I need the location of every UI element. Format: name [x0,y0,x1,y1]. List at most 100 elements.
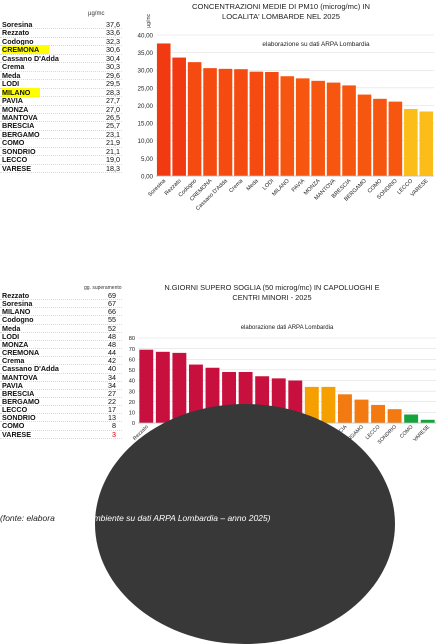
table-row: MILANO 28,3 [0,87,122,97]
x-tick-label: Meda [246,178,261,193]
row-separator [0,331,122,333]
y-tick-label: 20,00 [138,103,154,110]
row-separator [0,112,122,114]
place-name: Codogno [2,315,34,325]
place-name: MONZA [2,104,29,114]
chart-title-line-1: CONCENTRAZIONI MEDIE DI PM10 (microg/mc)… [192,2,370,11]
y-tick-label: 40 [129,379,135,385]
pm10-average-chart: CONCENTRAZIONI MEDIE DI PM10 (microg/mc)… [138,2,434,212]
bar [419,111,434,176]
bar [188,364,203,423]
y-tick-label: 35,00 [138,50,154,57]
row-separator [0,437,122,439]
bar [420,419,435,423]
table-row: Codogno 32,3 [0,37,122,46]
table-row: Soresina 37,6 [0,20,122,29]
place-name: PAVIA [2,96,23,106]
bar [342,85,356,176]
y-axis-unit: µg/mc [146,14,152,28]
bar [357,94,372,176]
bar [203,68,217,176]
row-separator [0,356,122,358]
table-row: MANTOVA 26,5 [0,113,122,122]
bar [371,404,386,423]
row-separator [0,155,122,157]
place-value: 44 [108,348,116,358]
bar [218,68,233,176]
x-tick-label: MILANO [271,178,291,198]
y-tick-label: 30,00 [138,68,154,75]
bar [155,351,170,423]
x-tick-label: LODI [262,178,276,192]
place-value: 34 [108,372,116,382]
table-row: Meda 29,6 [0,71,122,80]
exceedance-days-table: gg. superamento Rezzato 69 Soresina 67 MILAN… [0,282,122,482]
y-tick-label: 10 [129,411,135,417]
table-row: PAVIA 27,7 [0,96,122,105]
place-name: COMO [2,138,25,148]
place-value: 8 [112,421,116,431]
place-name: LECCO [2,405,28,415]
place-value: 33,6 [106,28,120,38]
place-name: BERGAMO [2,396,40,406]
bar [172,57,186,177]
bar [354,399,369,423]
table-row: LODI 48 [0,332,122,341]
bar [311,80,325,176]
caption-part-2: zioni Legambiente su dati ARPA Lombardia… [54,513,271,523]
y-tick-label: 0,00 [141,173,154,180]
bar [304,386,319,423]
place-value: 26,5 [106,112,120,122]
row-separator [0,79,122,81]
row-separator [0,372,122,374]
row-separator [0,146,122,148]
table-unit-header: gg. superamento [84,285,122,291]
table-row: Rezzato 33,6 [0,28,122,37]
source-caption: (fonte: elaborazioni Legambiente su dati… [0,513,442,523]
table-row: COMO 8 [0,421,122,430]
place-name: Soresina [2,299,33,309]
row-separator [0,388,122,390]
place-value: 19,0 [106,155,120,165]
row-separator [0,121,122,123]
chart-title-line-2: LOCALITA' LOMBARDE NEL 2025 [222,12,340,21]
place-value: 21,1 [106,146,120,156]
y-tick-label: 30 [129,389,135,395]
place-value: 18,3 [106,163,120,173]
place-value: 30,3 [106,62,120,72]
y-tick-label: 50 [129,368,135,374]
table-row: SONDRIO 13 [0,413,122,422]
place-name: Meda [2,323,21,333]
bar [172,352,187,423]
row-separator [0,396,122,398]
y-tick-label: 10,00 [138,138,154,145]
bar [373,98,387,176]
table-row: Crema 42 [0,356,122,365]
bar [156,43,171,177]
place-value: 30,4 [106,53,120,63]
place-name: Rezzato [2,28,30,38]
chart-title-line-1: N.GIORNI SUPERO SOGLIA (50 microg/mc) IN… [164,283,379,292]
place-value: 21,9 [106,138,120,148]
place-name: BRESCIA [2,388,35,398]
y-tick-label: 70 [129,347,135,353]
table-row: Meda 52 [0,324,122,333]
table-row: MILANO 66 [0,307,122,316]
x-tick-label: VARESE [412,424,431,443]
table-row: LECCO 17 [0,405,122,414]
y-tick-label: 60 [129,357,135,363]
table-row: Rezzato 69 [0,291,122,300]
place-name: Cassano D'Adda [2,53,59,63]
row-separator [0,405,122,407]
row-separator [0,28,122,30]
table-row: BERGAMO 22 [0,397,122,406]
table-row: COMO 21,9 [0,138,122,147]
row-separator [0,96,122,98]
table-row: BRESCIA 27 [0,389,122,398]
place-value: 42 [108,356,116,366]
bar [337,394,352,423]
row-separator [0,323,122,325]
place-value: 3 [112,429,116,439]
chart-subtitle: elaborazione su dati ARPA Lombardia [262,41,370,48]
place-value: 30,6 [106,45,120,55]
